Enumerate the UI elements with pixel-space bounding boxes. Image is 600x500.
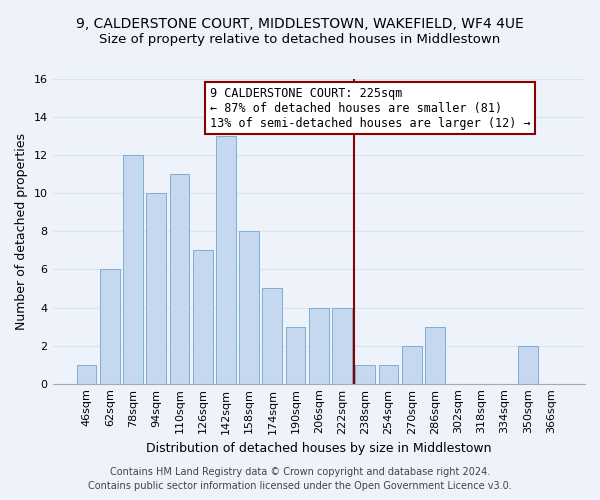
Bar: [262, 288, 282, 384]
Bar: [286, 326, 305, 384]
Bar: [425, 326, 445, 384]
Bar: [77, 364, 97, 384]
Bar: [239, 232, 259, 384]
Bar: [518, 346, 538, 384]
X-axis label: Distribution of detached houses by size in Middlestown: Distribution of detached houses by size …: [146, 442, 491, 455]
Text: Contains HM Land Registry data © Crown copyright and database right 2024.
Contai: Contains HM Land Registry data © Crown c…: [88, 467, 512, 491]
Bar: [123, 155, 143, 384]
Bar: [332, 308, 352, 384]
Bar: [170, 174, 190, 384]
Bar: [402, 346, 422, 384]
Bar: [193, 250, 212, 384]
Text: Size of property relative to detached houses in Middlestown: Size of property relative to detached ho…: [100, 34, 500, 46]
Bar: [216, 136, 236, 384]
Bar: [309, 308, 329, 384]
Y-axis label: Number of detached properties: Number of detached properties: [15, 133, 28, 330]
Bar: [100, 270, 119, 384]
Bar: [355, 364, 375, 384]
Bar: [379, 364, 398, 384]
Bar: [146, 194, 166, 384]
Text: 9, CALDERSTONE COURT, MIDDLESTOWN, WAKEFIELD, WF4 4UE: 9, CALDERSTONE COURT, MIDDLESTOWN, WAKEF…: [76, 18, 524, 32]
Text: 9 CALDERSTONE COURT: 225sqm
← 87% of detached houses are smaller (81)
13% of sem: 9 CALDERSTONE COURT: 225sqm ← 87% of det…: [209, 86, 530, 130]
